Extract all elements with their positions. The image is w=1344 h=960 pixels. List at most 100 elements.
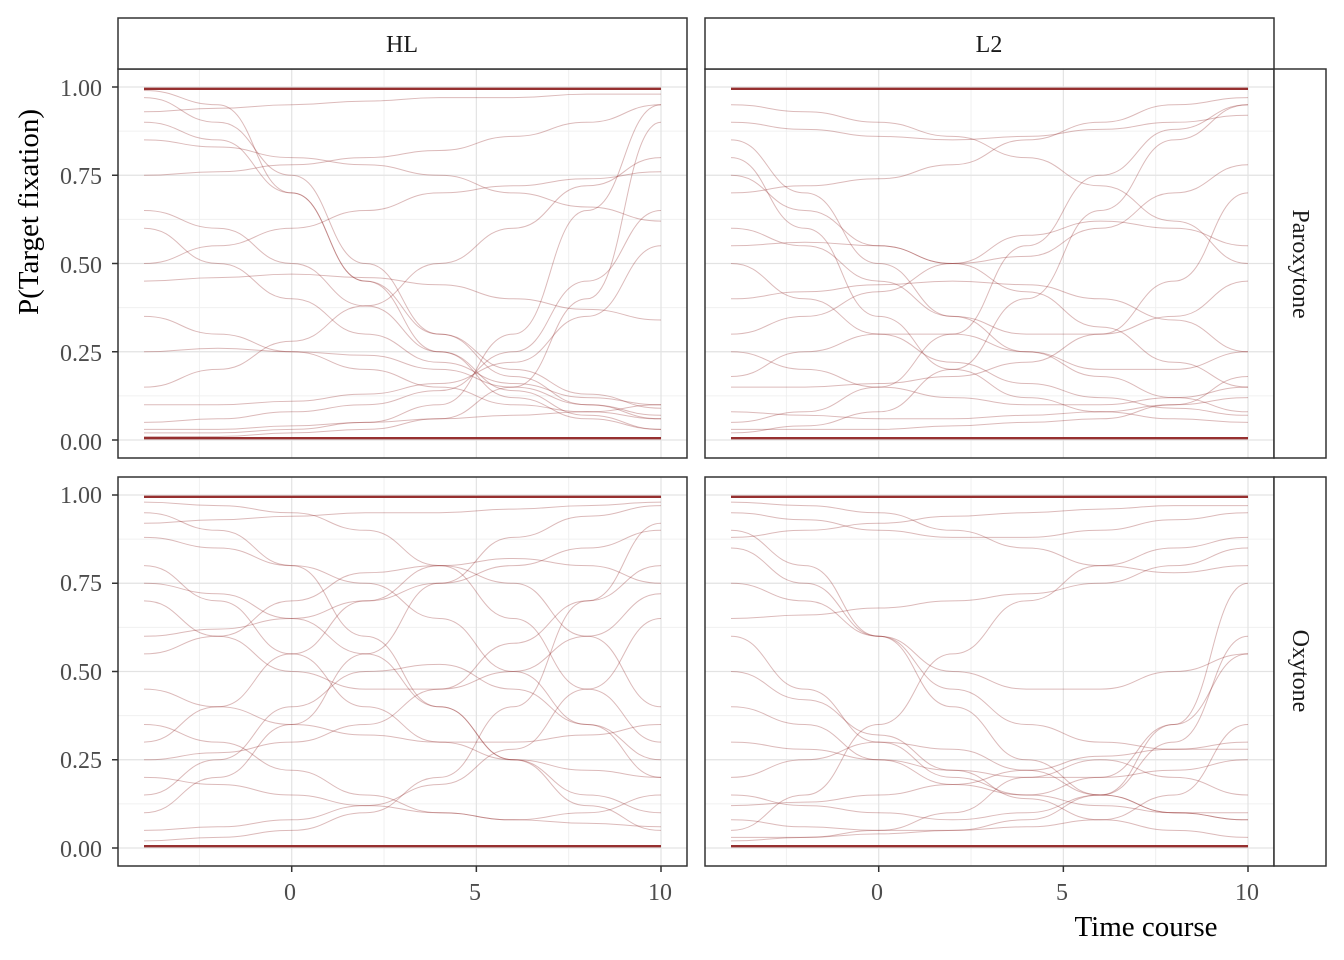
x-tick-label: 10 (1235, 880, 1259, 906)
series-line (730, 220, 1249, 335)
panels-layer (112, 68, 1275, 872)
strip-col-l2: L2 (976, 32, 1003, 58)
series-line (730, 512, 1249, 538)
series-line (730, 582, 1249, 690)
strip-row-oxytone: Oxytone (1287, 630, 1313, 713)
series-line (143, 505, 662, 814)
series-line (143, 139, 662, 222)
series-line (730, 104, 1249, 264)
series-line (143, 688, 662, 743)
strip-col-hl-box (117, 17, 688, 70)
series-line (144, 121, 662, 438)
series-line (730, 263, 1249, 416)
x-tick-label: 0 (284, 880, 296, 906)
series-line (730, 97, 1249, 194)
series-line (730, 529, 1249, 821)
series-line (143, 97, 662, 420)
y-tick-label: 1.00 (60, 76, 102, 102)
series-line (143, 501, 662, 524)
series-line (730, 635, 1248, 814)
panel-l2-oxytone (704, 476, 1275, 872)
series-line (730, 741, 1249, 807)
series-line (730, 351, 1249, 406)
series-line (731, 582, 1249, 838)
y-axis-title: P(Target fixation) (13, 109, 45, 315)
series-line (143, 618, 662, 831)
series-line (143, 171, 662, 264)
series-line (143, 104, 662, 176)
series-line (143, 724, 662, 821)
y-tick-label: 0.00 (60, 837, 102, 863)
x-tick-label: 5 (469, 880, 481, 906)
series-line (730, 227, 1249, 335)
y-tick-label: 0.75 (60, 164, 102, 190)
series-line (143, 582, 662, 831)
panel-hl-oxytone (112, 476, 688, 872)
series-line (730, 157, 1249, 423)
series-line (730, 164, 1249, 265)
series-line (143, 501, 662, 743)
series-line (730, 139, 1249, 370)
series-line (730, 505, 1248, 538)
x-axis-title: Time course (1074, 911, 1217, 943)
series-line (731, 376, 1249, 430)
series-line (730, 759, 1249, 842)
strip-col-hl: HL (386, 32, 418, 58)
series-line (731, 192, 1249, 388)
series-line (143, 522, 662, 842)
y-tick-label: 1.00 (60, 483, 102, 509)
series-line (730, 501, 1249, 574)
strip-col-l2-box (704, 17, 1275, 70)
series-line (143, 315, 662, 420)
y-tick-label: 0.50 (60, 660, 102, 686)
series-line (730, 741, 1249, 821)
series-line (143, 536, 662, 778)
series-line (143, 565, 662, 778)
series-line (143, 157, 662, 388)
series-line (143, 210, 662, 423)
series-line (730, 547, 1248, 750)
strip-row-paroxytone: Paroxytone (1287, 209, 1313, 318)
series-line (730, 635, 1249, 821)
series-line (143, 273, 662, 321)
series-line (143, 593, 662, 690)
series-line (143, 347, 662, 416)
series-line (730, 547, 1249, 619)
series-line (730, 104, 1249, 434)
series-line (730, 397, 1249, 420)
series-line (730, 671, 1249, 838)
series-line (143, 93, 661, 113)
y-tick-label: 0.75 (60, 571, 102, 597)
series-line (730, 280, 1249, 353)
series-line (143, 557, 662, 743)
series-line (730, 724, 1249, 831)
series-line (730, 741, 1249, 778)
series-line (143, 776, 662, 828)
series-line (730, 653, 1249, 796)
series-line (143, 104, 662, 434)
series-line (730, 114, 1249, 141)
series-line (730, 104, 1249, 423)
x-tick-label: 0 (871, 880, 883, 906)
series-line (730, 333, 1249, 413)
strip-row-oxytone-box (1273, 476, 1327, 867)
panel-l2-paroxytone (704, 68, 1275, 459)
y-tick-label: 0.25 (60, 748, 102, 774)
series-line (143, 565, 662, 761)
panel-hl-paroxytone (112, 68, 688, 459)
y-tick-label: 0.50 (60, 253, 102, 279)
x-tick-label: 5 (1056, 880, 1068, 906)
series-line (143, 512, 662, 814)
strip-row-paroxytone-box (1273, 68, 1327, 459)
series-line (143, 90, 662, 409)
series-line (730, 241, 1249, 388)
y-tick-label: 0.25 (60, 341, 102, 367)
series-line (143, 227, 662, 406)
series-line (143, 121, 662, 430)
y-tick-label: 0.00 (60, 430, 102, 456)
series-line (144, 404, 662, 430)
series-line (143, 565, 662, 708)
series-line (143, 210, 662, 430)
series-line (143, 529, 662, 637)
